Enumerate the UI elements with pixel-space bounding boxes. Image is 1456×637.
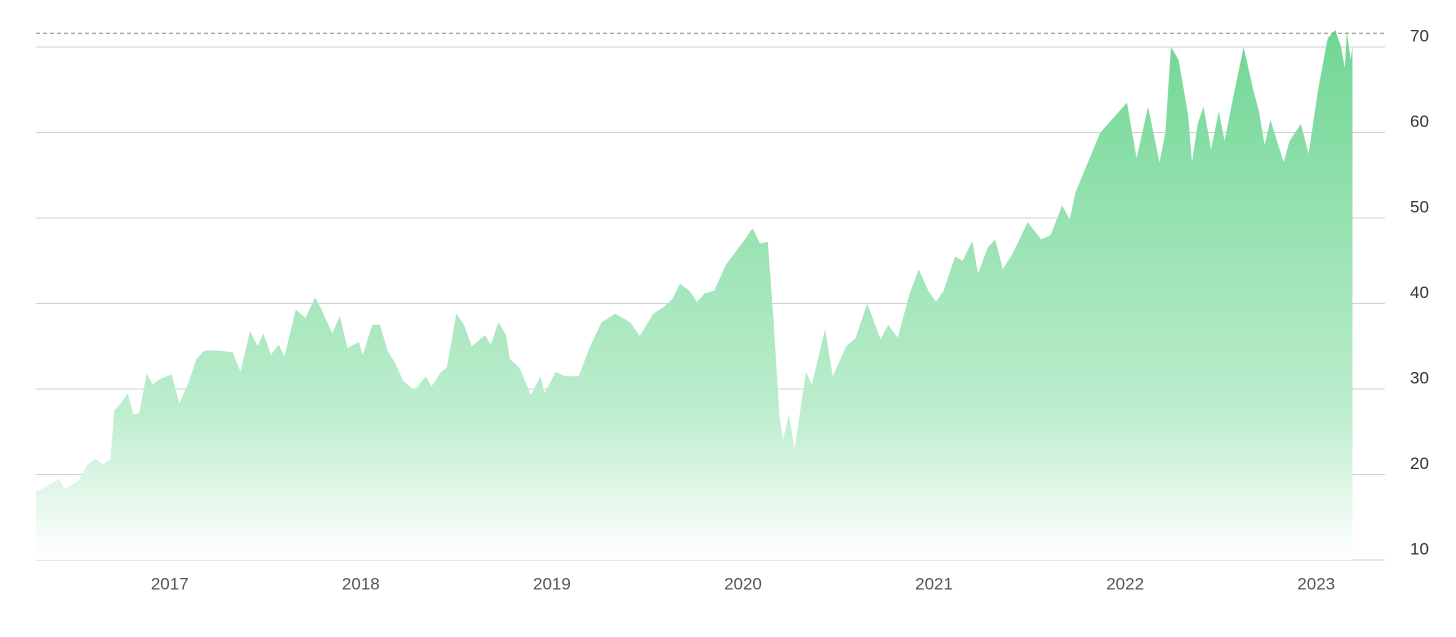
x-tick-label: 2019: [533, 574, 571, 593]
y-tick-label: 70: [1410, 26, 1429, 45]
y-tick-label: 10: [1410, 539, 1429, 558]
x-tick-label: 2017: [151, 574, 189, 593]
x-tick-label: 2020: [724, 574, 762, 593]
y-tick-label: 60: [1410, 112, 1429, 131]
y-tick-label: 50: [1410, 197, 1429, 216]
x-tick-label: 2023: [1297, 574, 1335, 593]
y-tick-label: 20: [1410, 454, 1429, 473]
x-tick-label: 2022: [1106, 574, 1144, 593]
y-tick-label: 40: [1410, 283, 1429, 302]
area: [36, 29, 1353, 560]
x-tick-label: 2021: [915, 574, 953, 593]
x-tick-label: 2018: [342, 574, 380, 593]
y-tick-label: 30: [1410, 368, 1429, 387]
